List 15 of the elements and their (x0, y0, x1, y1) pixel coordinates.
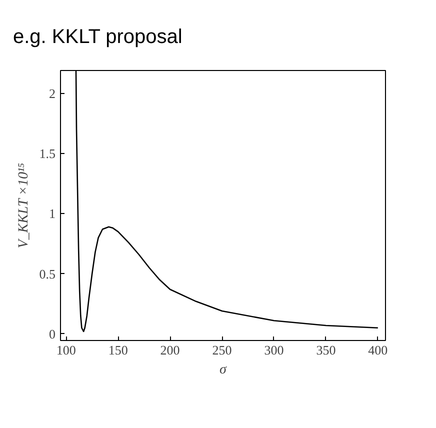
y-tick-label: 0 (49, 326, 56, 342)
x-tick-label: 350 (316, 342, 336, 358)
y-tick-label: 0.5 (39, 266, 56, 282)
x-tick-label: 400 (368, 342, 388, 358)
y-axis-title: V_KKLT ×10¹⁵ (16, 162, 32, 248)
y-tick-label: 1.5 (39, 146, 56, 161)
x-tick-label: 250 (212, 342, 232, 358)
chart-title: e.g. KKLT proposal (13, 25, 182, 50)
x-tick-label: 200 (160, 342, 180, 358)
x-tick-label: 300 (264, 342, 284, 358)
x-tick-label: 100 (56, 342, 76, 358)
y-tick-label: 2 (49, 86, 56, 101)
y-tick-label: 1 (49, 206, 56, 222)
x-axis-title: σ (220, 362, 228, 378)
x-tick-label: 150 (108, 342, 128, 358)
